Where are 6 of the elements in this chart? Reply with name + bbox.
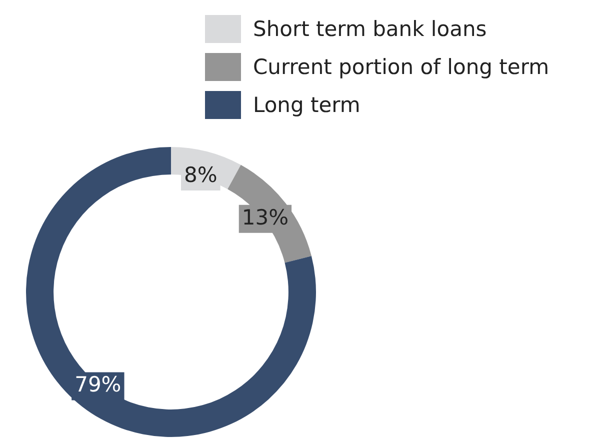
- data-label: 8%: [184, 162, 218, 187]
- data-label: 79%: [74, 372, 122, 397]
- legend-label: Short term bank loans: [253, 17, 487, 41]
- legend-label: Long term: [253, 93, 360, 117]
- legend-label: Current portion of long term: [253, 55, 550, 79]
- data-label: 13%: [242, 205, 289, 230]
